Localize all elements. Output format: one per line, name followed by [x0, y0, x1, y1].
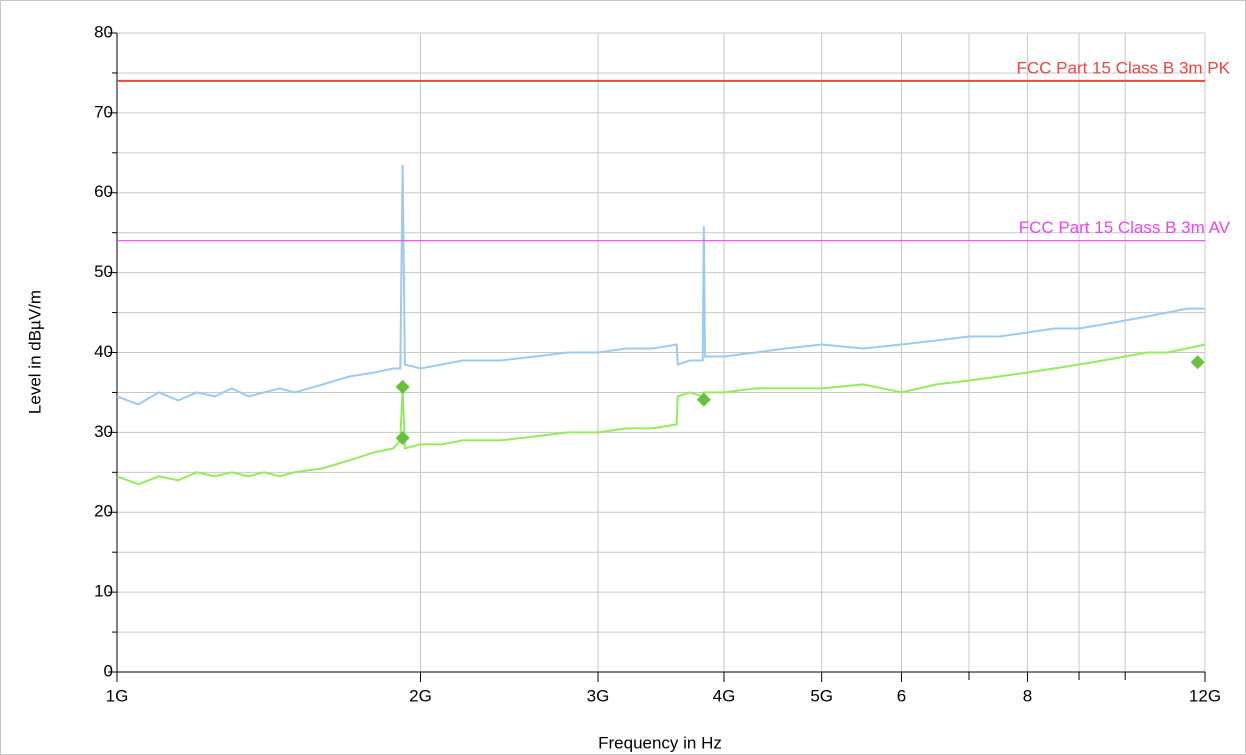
marker	[395, 379, 410, 394]
x-tick-label: 6	[897, 686, 906, 705]
y-tick-label: 80	[94, 22, 113, 41]
x-tick-label: 2G	[409, 686, 432, 705]
x-tick-label: 5G	[810, 686, 833, 705]
x-axis-title: Frequency in Hz	[598, 733, 722, 752]
limit-label: FCC Part 15 Class B 3m PK	[1016, 58, 1230, 77]
y-tick-label: 0	[104, 661, 113, 680]
trace	[116, 164, 1205, 406]
trace	[116, 343, 1206, 486]
y-tick-label: 20	[94, 502, 113, 521]
x-tick-label: 4G	[713, 686, 736, 705]
y-tick-label: 30	[94, 422, 113, 441]
y-tick-label: 70	[94, 102, 113, 121]
marker	[696, 392, 711, 407]
x-tick-label: 1G	[106, 686, 129, 705]
y-tick-label: 40	[94, 342, 113, 361]
y-axis-title: Level in dBµV/m	[25, 290, 44, 414]
marker	[395, 430, 410, 445]
marker	[1190, 355, 1205, 370]
x-tick-label: 8	[1023, 686, 1032, 705]
limit-label: FCC Part 15 Class B 3m AV	[1019, 218, 1231, 237]
x-tick-label: 12G	[1189, 686, 1221, 705]
y-tick-label: 10	[94, 582, 113, 601]
y-tick-label: 60	[94, 182, 113, 201]
y-tick-label: 50	[94, 262, 113, 281]
x-tick-label: 3G	[587, 686, 610, 705]
